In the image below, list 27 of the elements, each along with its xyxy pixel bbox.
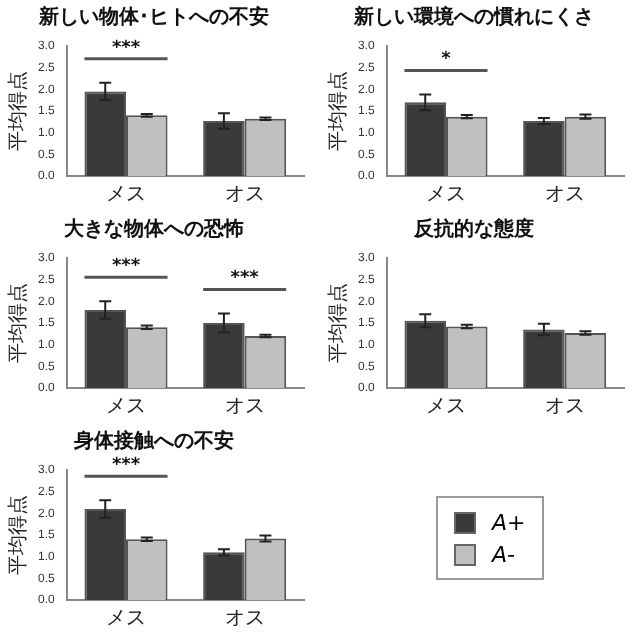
x-tick-label: オス [224,607,265,630]
chart-title: 身体接触への不安 [72,429,234,454]
chart-title: 反抗的な態度 [412,217,534,242]
x-tick-label: メス [426,183,467,206]
x-tick-label: メス [106,183,147,206]
legend-label: A+ [492,509,526,535]
y-axis-title: 平均得点 [325,71,350,151]
chart-title: 新しい物体･ヒトへの不安 [37,5,269,30]
annotation: *** [111,456,141,477]
x-tick-label: オス [224,183,265,206]
annotation: *** [111,38,141,59]
legend-label: A- [492,541,515,567]
annotation: * [441,50,452,71]
x-tick-label: メス [426,395,467,418]
x-tick-label: オス [544,395,585,418]
chart-title: 大きな物体への恐怖 [62,217,244,242]
x-tick-label: メス [106,395,147,418]
chart-title: 新しい環境への慣れにくさ [352,5,594,30]
x-tick-label: メス [106,607,147,630]
y-axis-title: 平均得点 [5,495,30,575]
y-axis-title: 平均得点 [325,283,350,363]
annotation: *** [230,269,260,290]
y-axis-title: 平均得点 [5,283,30,363]
x-tick-label: オス [544,183,585,206]
y-axis-title: 平均得点 [5,71,30,151]
annotation: *** [111,257,141,278]
x-tick-label: オス [224,395,265,418]
